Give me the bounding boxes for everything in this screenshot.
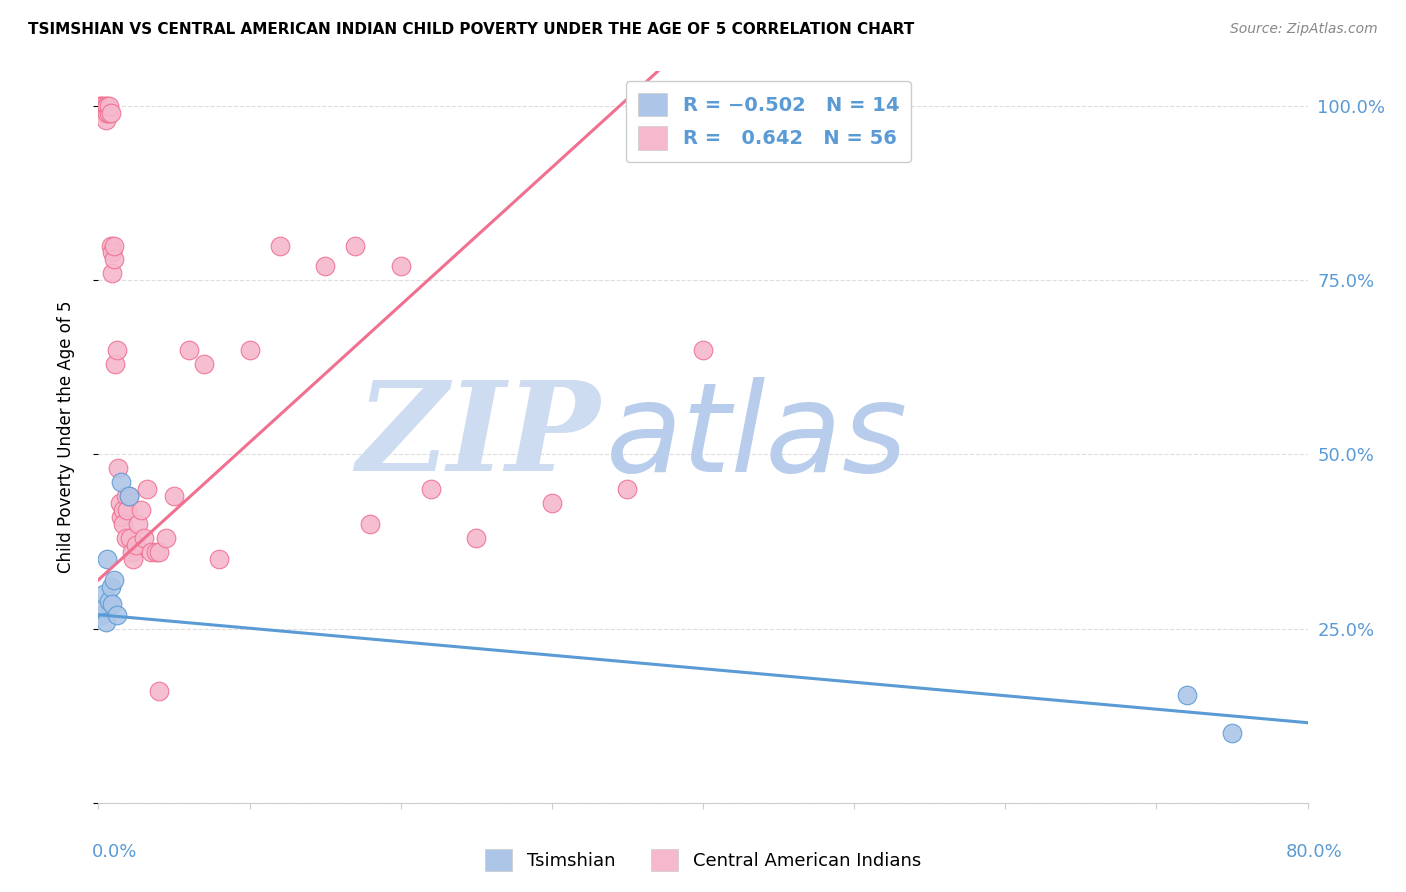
Point	[121, 545, 143, 559]
Point	[103, 252, 125, 267]
Point	[107, 461, 129, 475]
Point	[111, 503, 134, 517]
Point	[132, 531, 155, 545]
Point	[118, 489, 141, 503]
Point	[105, 343, 128, 357]
Point	[90, 607, 112, 622]
Point	[114, 489, 136, 503]
Point	[122, 552, 145, 566]
Point	[163, 489, 186, 503]
Text: atlas: atlas	[606, 376, 908, 498]
Point	[100, 238, 122, 252]
Point	[118, 489, 141, 503]
Point	[108, 496, 131, 510]
Point	[100, 106, 122, 120]
Point	[389, 260, 412, 274]
Point	[98, 594, 121, 608]
Text: TSIMSHIAN VS CENTRAL AMERICAN INDIAN CHILD POVERTY UNDER THE AGE OF 5 CORRELATIO: TSIMSHIAN VS CENTRAL AMERICAN INDIAN CHI…	[28, 22, 914, 37]
Point	[96, 99, 118, 113]
Point	[465, 531, 488, 545]
Text: 0.0%: 0.0%	[91, 843, 136, 861]
Point	[96, 552, 118, 566]
Point	[98, 106, 121, 120]
Point	[104, 357, 127, 371]
Point	[101, 266, 124, 280]
Point	[115, 503, 138, 517]
Legend: R = −0.502   N = 14, R =   0.642   N = 56: R = −0.502 N = 14, R = 0.642 N = 56	[626, 81, 911, 161]
Point	[96, 106, 118, 120]
Point	[120, 531, 142, 545]
Point	[101, 597, 124, 611]
Point	[129, 503, 152, 517]
Point	[360, 517, 382, 532]
Point	[111, 517, 134, 532]
Point	[193, 357, 215, 371]
Point	[420, 483, 443, 497]
Point	[239, 343, 262, 357]
Point	[101, 245, 124, 260]
Point	[105, 607, 128, 622]
Point	[94, 99, 117, 113]
Point	[93, 106, 115, 120]
Point	[127, 517, 149, 532]
Point	[141, 545, 163, 559]
Point	[692, 343, 714, 357]
Point	[98, 99, 121, 113]
Legend: Tsimshian, Central American Indians: Tsimshian, Central American Indians	[478, 842, 928, 879]
Point	[269, 238, 291, 252]
Y-axis label: Child Poverty Under the Age of 5: Child Poverty Under the Age of 5	[56, 301, 75, 574]
Point	[135, 483, 157, 497]
Point	[145, 545, 167, 559]
Point	[179, 343, 201, 357]
Point	[91, 99, 114, 113]
Point	[103, 573, 125, 587]
Text: 80.0%: 80.0%	[1286, 843, 1343, 861]
Point	[540, 496, 562, 510]
Point	[344, 238, 367, 252]
Point	[94, 615, 117, 629]
Point	[314, 260, 336, 274]
Text: Source: ZipAtlas.com: Source: ZipAtlas.com	[1230, 22, 1378, 37]
Point	[89, 99, 111, 113]
Point	[110, 510, 132, 524]
Point	[1175, 688, 1198, 702]
Point	[155, 531, 177, 545]
Point	[93, 587, 115, 601]
Point	[91, 106, 114, 120]
Point	[100, 580, 122, 594]
Point	[616, 483, 638, 497]
Point	[208, 552, 231, 566]
Point	[90, 99, 112, 113]
Point	[110, 475, 132, 490]
Point	[91, 600, 114, 615]
Point	[148, 684, 170, 698]
Point	[148, 545, 170, 559]
Point	[114, 531, 136, 545]
Point	[103, 238, 125, 252]
Text: ZIP: ZIP	[357, 376, 600, 498]
Point	[94, 113, 117, 128]
Point	[1220, 726, 1243, 740]
Point	[125, 538, 148, 552]
